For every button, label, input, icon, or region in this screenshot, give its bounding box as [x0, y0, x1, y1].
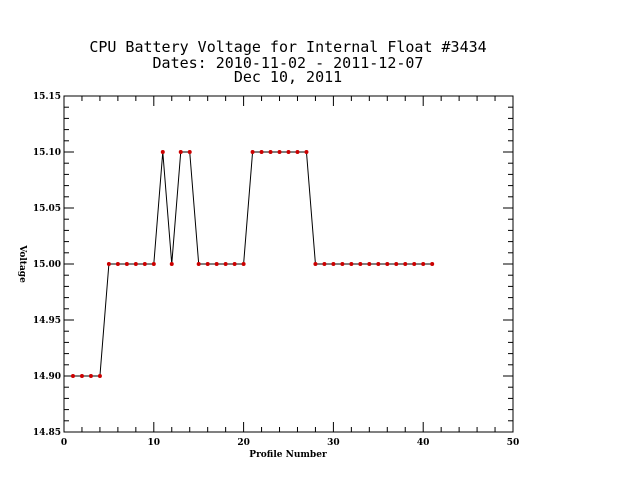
data-point — [223, 262, 228, 266]
data-point — [160, 150, 165, 154]
data-point — [169, 262, 174, 266]
x-tick-labels: 0 10 20 30 40 50 — [61, 438, 519, 448]
x-tick-label: 10 — [148, 438, 161, 448]
data-point — [70, 374, 75, 378]
data-point — [394, 262, 399, 266]
data-point — [97, 374, 102, 378]
x-tick-label: 40 — [417, 438, 430, 448]
x-tick-label: 50 — [507, 438, 520, 448]
data-point — [232, 262, 237, 266]
data-point — [151, 262, 156, 266]
data-point — [367, 262, 372, 266]
data-point — [349, 262, 354, 266]
y-tick-label: 15.15 — [33, 92, 61, 102]
axis-ticks — [63, 95, 514, 433]
data-point — [241, 262, 246, 266]
y-tick-label: 14.95 — [33, 316, 61, 326]
data-point — [88, 374, 93, 378]
data-point — [430, 262, 435, 266]
y-tick-labels: 14.85 14.90 14.95 15.00 15.05 15.10 15.15 — [33, 92, 61, 438]
data-point — [277, 150, 282, 154]
data-point — [142, 262, 147, 266]
data-points — [70, 150, 435, 378]
data-point — [403, 262, 408, 266]
data-point — [340, 262, 345, 266]
data-point — [286, 150, 291, 154]
data-point — [187, 150, 192, 154]
chart-title-line-1: CPU Battery Voltage for Internal Float #… — [89, 38, 486, 56]
data-point — [331, 262, 336, 266]
data-point — [304, 150, 309, 154]
data-point — [385, 262, 390, 266]
y-axis-label: Voltage — [17, 244, 27, 283]
y-tick-label: 15.10 — [33, 148, 61, 158]
data-point — [250, 150, 255, 154]
data-point — [322, 262, 327, 266]
y-tick-label: 15.05 — [33, 204, 61, 214]
data-point — [259, 150, 264, 154]
data-point — [79, 374, 84, 378]
x-tick-label: 20 — [237, 438, 250, 448]
x-tick-label: 30 — [327, 438, 340, 448]
data-point — [268, 150, 273, 154]
x-tick-label: 0 — [61, 438, 67, 448]
data-point — [124, 262, 129, 266]
data-point — [412, 262, 417, 266]
data-point — [358, 262, 363, 266]
data-point — [295, 150, 300, 154]
data-point — [205, 262, 210, 266]
data-point — [376, 262, 381, 266]
data-point — [133, 262, 138, 266]
data-point — [178, 150, 183, 154]
data-point — [214, 262, 219, 266]
y-tick-label: 15.00 — [33, 260, 61, 270]
x-axis-label: Profile Number — [249, 450, 327, 460]
chart-title-line-2: Dates: 2010-11-02 - 2011-12-07 — [153, 54, 424, 72]
chart-title-line-3: Dec 10, 2011 — [234, 68, 342, 86]
y-tick-label: 14.85 — [33, 428, 61, 438]
data-point — [106, 262, 111, 266]
y-tick-label: 14.90 — [33, 372, 61, 382]
data-point — [421, 262, 426, 266]
data-point — [313, 262, 318, 266]
data-point — [115, 262, 120, 266]
data-point — [196, 262, 201, 266]
